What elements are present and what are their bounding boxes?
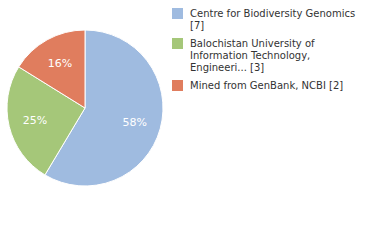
legend-swatch <box>172 80 183 91</box>
legend: Centre for Biodiversity Genomics[7] Baloc… <box>172 8 355 91</box>
legend-label: Centre for Biodiversity Genomics[7] <box>190 8 355 31</box>
chart: 58% 25% 16% Centre for Biodiversity Genomic… <box>0 0 380 240</box>
data-label: 58% <box>122 116 146 129</box>
legend-swatch <box>172 38 183 49</box>
legend-swatch <box>172 8 183 19</box>
pie-slice <box>19 30 85 108</box>
data-label: 25% <box>23 114 47 127</box>
legend-label: Balochistan University ofInformation Tec… <box>190 38 315 73</box>
pie <box>7 30 163 186</box>
legend-label: Mined from GenBank, NCBI [2] <box>190 80 343 91</box>
data-label: 16% <box>48 57 72 70</box>
